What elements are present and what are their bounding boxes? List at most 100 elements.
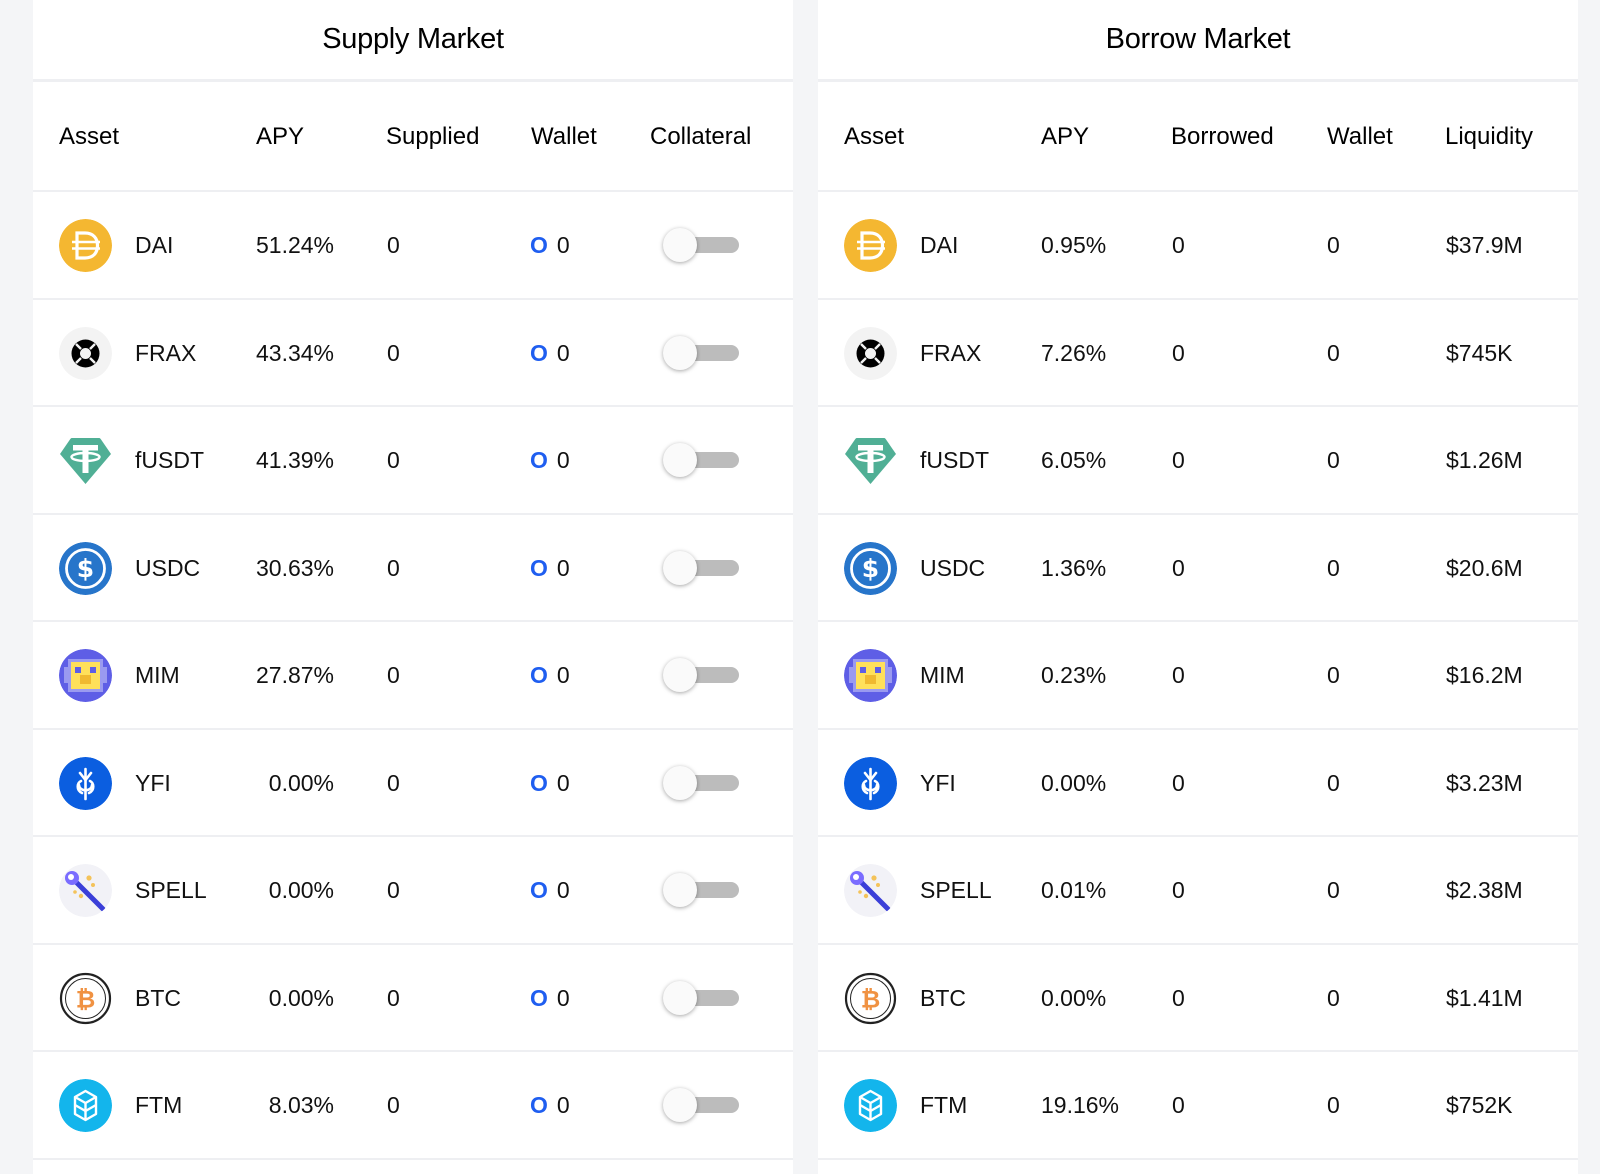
svg-text:₿: ₿	[861, 985, 881, 1013]
wallet-icon: O	[530, 339, 548, 366]
yfi-icon	[59, 756, 112, 810]
supply-col-apy: APY	[256, 123, 305, 150]
borrowed-value: 0	[1172, 554, 1185, 581]
toggle-knob[interactable]	[663, 1088, 697, 1122]
table-row[interactable]: $ USDC 1.36% 0 0 $20.6M	[818, 515, 1578, 622]
table-row[interactable]: MIM 0.23% 0 0 $16.2M	[818, 622, 1578, 730]
supply-col-collateral: Collateral	[650, 123, 752, 150]
table-row[interactable]: FRAX 43.34% 0 O 0	[33, 300, 793, 407]
liquidity-value: $752K	[1446, 1092, 1513, 1118]
supplied-value: 0	[387, 447, 400, 473]
asset-name: fUSDT	[920, 447, 989, 473]
wallet-icon: O	[530, 984, 548, 1011]
frax-icon	[844, 326, 897, 380]
svg-text:$: $	[77, 554, 94, 583]
collateral-toggle[interactable]	[663, 550, 739, 585]
asset-name: MIM	[135, 662, 180, 688]
collateral-toggle[interactable]	[663, 228, 739, 262]
svg-text:$: $	[862, 554, 879, 583]
toggle-knob[interactable]	[663, 980, 697, 1015]
liquidity-value: $3.23M	[1446, 769, 1523, 796]
asset-name: USDC	[920, 554, 986, 581]
apy-value: 0.00%	[1041, 769, 1107, 796]
asset-name: YFI	[135, 769, 171, 796]
wallet-value: 0	[1327, 232, 1340, 258]
table-row[interactable]: YFI 0.00% 0 0 $3.23M	[818, 730, 1578, 837]
borrowed-value: 0	[1172, 984, 1185, 1011]
supplied-value: 0	[387, 554, 400, 581]
ftm-icon	[59, 1079, 112, 1132]
table-row[interactable]: FRAX 7.26% 0 0 $745K	[818, 300, 1578, 407]
wallet-value: 0	[1327, 1092, 1340, 1118]
borrow-col-liquidity: Liquidity	[1445, 123, 1534, 150]
toggle-knob[interactable]	[663, 335, 697, 370]
collateral-toggle[interactable]	[663, 335, 739, 370]
wallet-value: 0	[556, 447, 570, 473]
mim-icon	[59, 649, 112, 702]
supplied-value: 0	[387, 232, 400, 258]
wallet-value: 0	[1327, 769, 1340, 796]
table-row[interactable]: ₿ BTC 0.00% 0 O 0	[33, 945, 793, 1052]
dai-icon	[844, 219, 897, 272]
table-row[interactable]: SPELL 0.00% 0 O 0	[33, 837, 793, 945]
table-row[interactable]: YFI 0.00% 0 O 0	[33, 730, 793, 837]
wallet-value: 0	[556, 232, 570, 258]
apy-value: 0.23%	[1041, 662, 1107, 688]
wallet-value: 0	[1327, 554, 1340, 581]
borrowed-value: 0	[1172, 447, 1185, 473]
supply-table-header: Asset APY Supplied Wallet Collateral	[33, 82, 793, 192]
apy-value: 0.00%	[268, 877, 334, 903]
asset-name: BTC	[135, 984, 181, 1011]
supplied-value: 0	[387, 662, 400, 688]
collateral-toggle[interactable]	[663, 765, 739, 800]
collateral-toggle[interactable]	[663, 443, 739, 477]
toggle-knob[interactable]	[663, 228, 697, 262]
svg-text:₿: ₿	[76, 985, 96, 1013]
collateral-toggle[interactable]	[663, 873, 739, 907]
liquidity-value: $20.6M	[1446, 554, 1523, 581]
table-row[interactable]: FTM 8.03% 0 O 0	[33, 1052, 793, 1160]
spell-icon	[59, 864, 112, 917]
apy-value: 6.05%	[1041, 447, 1107, 473]
collateral-toggle[interactable]	[663, 980, 739, 1015]
table-row[interactable]: MIM 27.87% 0 O 0	[33, 622, 793, 730]
wallet-icon: O	[530, 1092, 548, 1118]
collateral-toggle[interactable]	[663, 658, 739, 692]
supply-market-title: Supply Market	[33, 0, 793, 82]
asset-name: USDC	[135, 554, 201, 581]
apy-value: 41.39%	[255, 447, 334, 473]
asset-name: SPELL	[135, 877, 207, 903]
wallet-icon: O	[530, 232, 548, 258]
wallet-value: 0	[1327, 339, 1340, 366]
asset-name: DAI	[135, 232, 174, 258]
table-row[interactable]: fUSDT 41.39% 0 O 0	[33, 407, 793, 515]
tether-icon	[844, 434, 897, 487]
table-row[interactable]: DAI 51.24% 0 O 0	[33, 192, 793, 300]
toggle-knob[interactable]	[663, 765, 697, 800]
borrowed-value: 0	[1172, 769, 1185, 796]
table-row[interactable]: FTM 19.16% 0 0 $752K	[818, 1052, 1578, 1160]
wallet-icon: O	[530, 554, 548, 581]
collateral-toggle[interactable]	[663, 1088, 739, 1122]
table-row[interactable]: DAI 0.95% 0 0 $37.9M	[818, 192, 1578, 300]
borrow-col-asset: Asset	[844, 123, 905, 150]
toggle-knob[interactable]	[663, 443, 697, 477]
table-row[interactable]: ₿ BTC 0.00% 0 0 $1.41M	[818, 945, 1578, 1052]
asset-name: FRAX	[135, 339, 197, 366]
liquidity-value: $37.9M	[1446, 232, 1523, 258]
apy-value: 27.87%	[255, 662, 334, 688]
toggle-knob[interactable]	[663, 550, 697, 585]
table-row[interactable]: $ USDC 30.63% 0 O 0	[33, 515, 793, 622]
toggle-knob[interactable]	[663, 873, 697, 907]
supplied-value: 0	[387, 1092, 400, 1118]
table-row[interactable]: SPELL 0.01% 0 0 $2.38M	[818, 837, 1578, 945]
table-row[interactable]: fUSDT 6.05% 0 0 $1.26M	[818, 407, 1578, 515]
toggle-knob[interactable]	[663, 658, 697, 692]
borrowed-value: 0	[1172, 1092, 1185, 1118]
supplied-value: 0	[387, 984, 400, 1011]
supply-table-body: DAI 51.24% 0 O 0 FRAX 43.34% 0 O 0 fUSDT 41.39% 0 O 0 $…	[33, 192, 793, 1160]
